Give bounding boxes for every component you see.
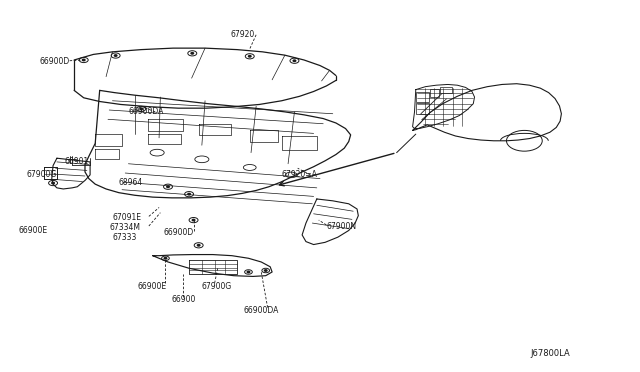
Bar [440, 87, 452, 93]
Text: 67900N: 67900N [326, 222, 356, 231]
Text: 67333: 67333 [113, 233, 137, 243]
Text: 66900D: 66900D [39, 57, 69, 66]
Circle shape [197, 244, 200, 246]
Circle shape [115, 55, 117, 56]
Text: 67334M: 67334M [109, 223, 140, 232]
Text: 67091E: 67091E [113, 213, 141, 222]
Circle shape [293, 60, 296, 61]
Text: 67920: 67920 [230, 29, 255, 39]
Text: 66900: 66900 [172, 295, 196, 304]
Circle shape [247, 271, 250, 273]
Bar [417, 92, 429, 102]
Text: 68964: 68964 [119, 178, 143, 187]
Circle shape [191, 52, 193, 54]
Bar [417, 103, 429, 114]
Text: 67920=A: 67920=A [282, 170, 317, 179]
Circle shape [164, 257, 167, 259]
Circle shape [167, 186, 170, 187]
Circle shape [248, 55, 251, 57]
Circle shape [52, 182, 54, 184]
Text: 66900DA: 66900DA [129, 108, 164, 116]
Text: 66900E: 66900E [19, 226, 48, 235]
Text: 66900E: 66900E [138, 282, 167, 291]
Text: 67900G: 67900G [202, 282, 232, 291]
Text: 66901: 66901 [65, 157, 89, 166]
Circle shape [264, 270, 267, 271]
Text: 66900D: 66900D [164, 228, 194, 237]
Bar [430, 89, 440, 97]
Circle shape [140, 108, 143, 110]
Circle shape [83, 59, 85, 61]
Text: 66900DA: 66900DA [243, 306, 279, 315]
Text: 67900G: 67900G [26, 170, 56, 179]
Circle shape [192, 219, 195, 221]
Text: J67800LA: J67800LA [531, 349, 570, 358]
Circle shape [188, 193, 190, 195]
